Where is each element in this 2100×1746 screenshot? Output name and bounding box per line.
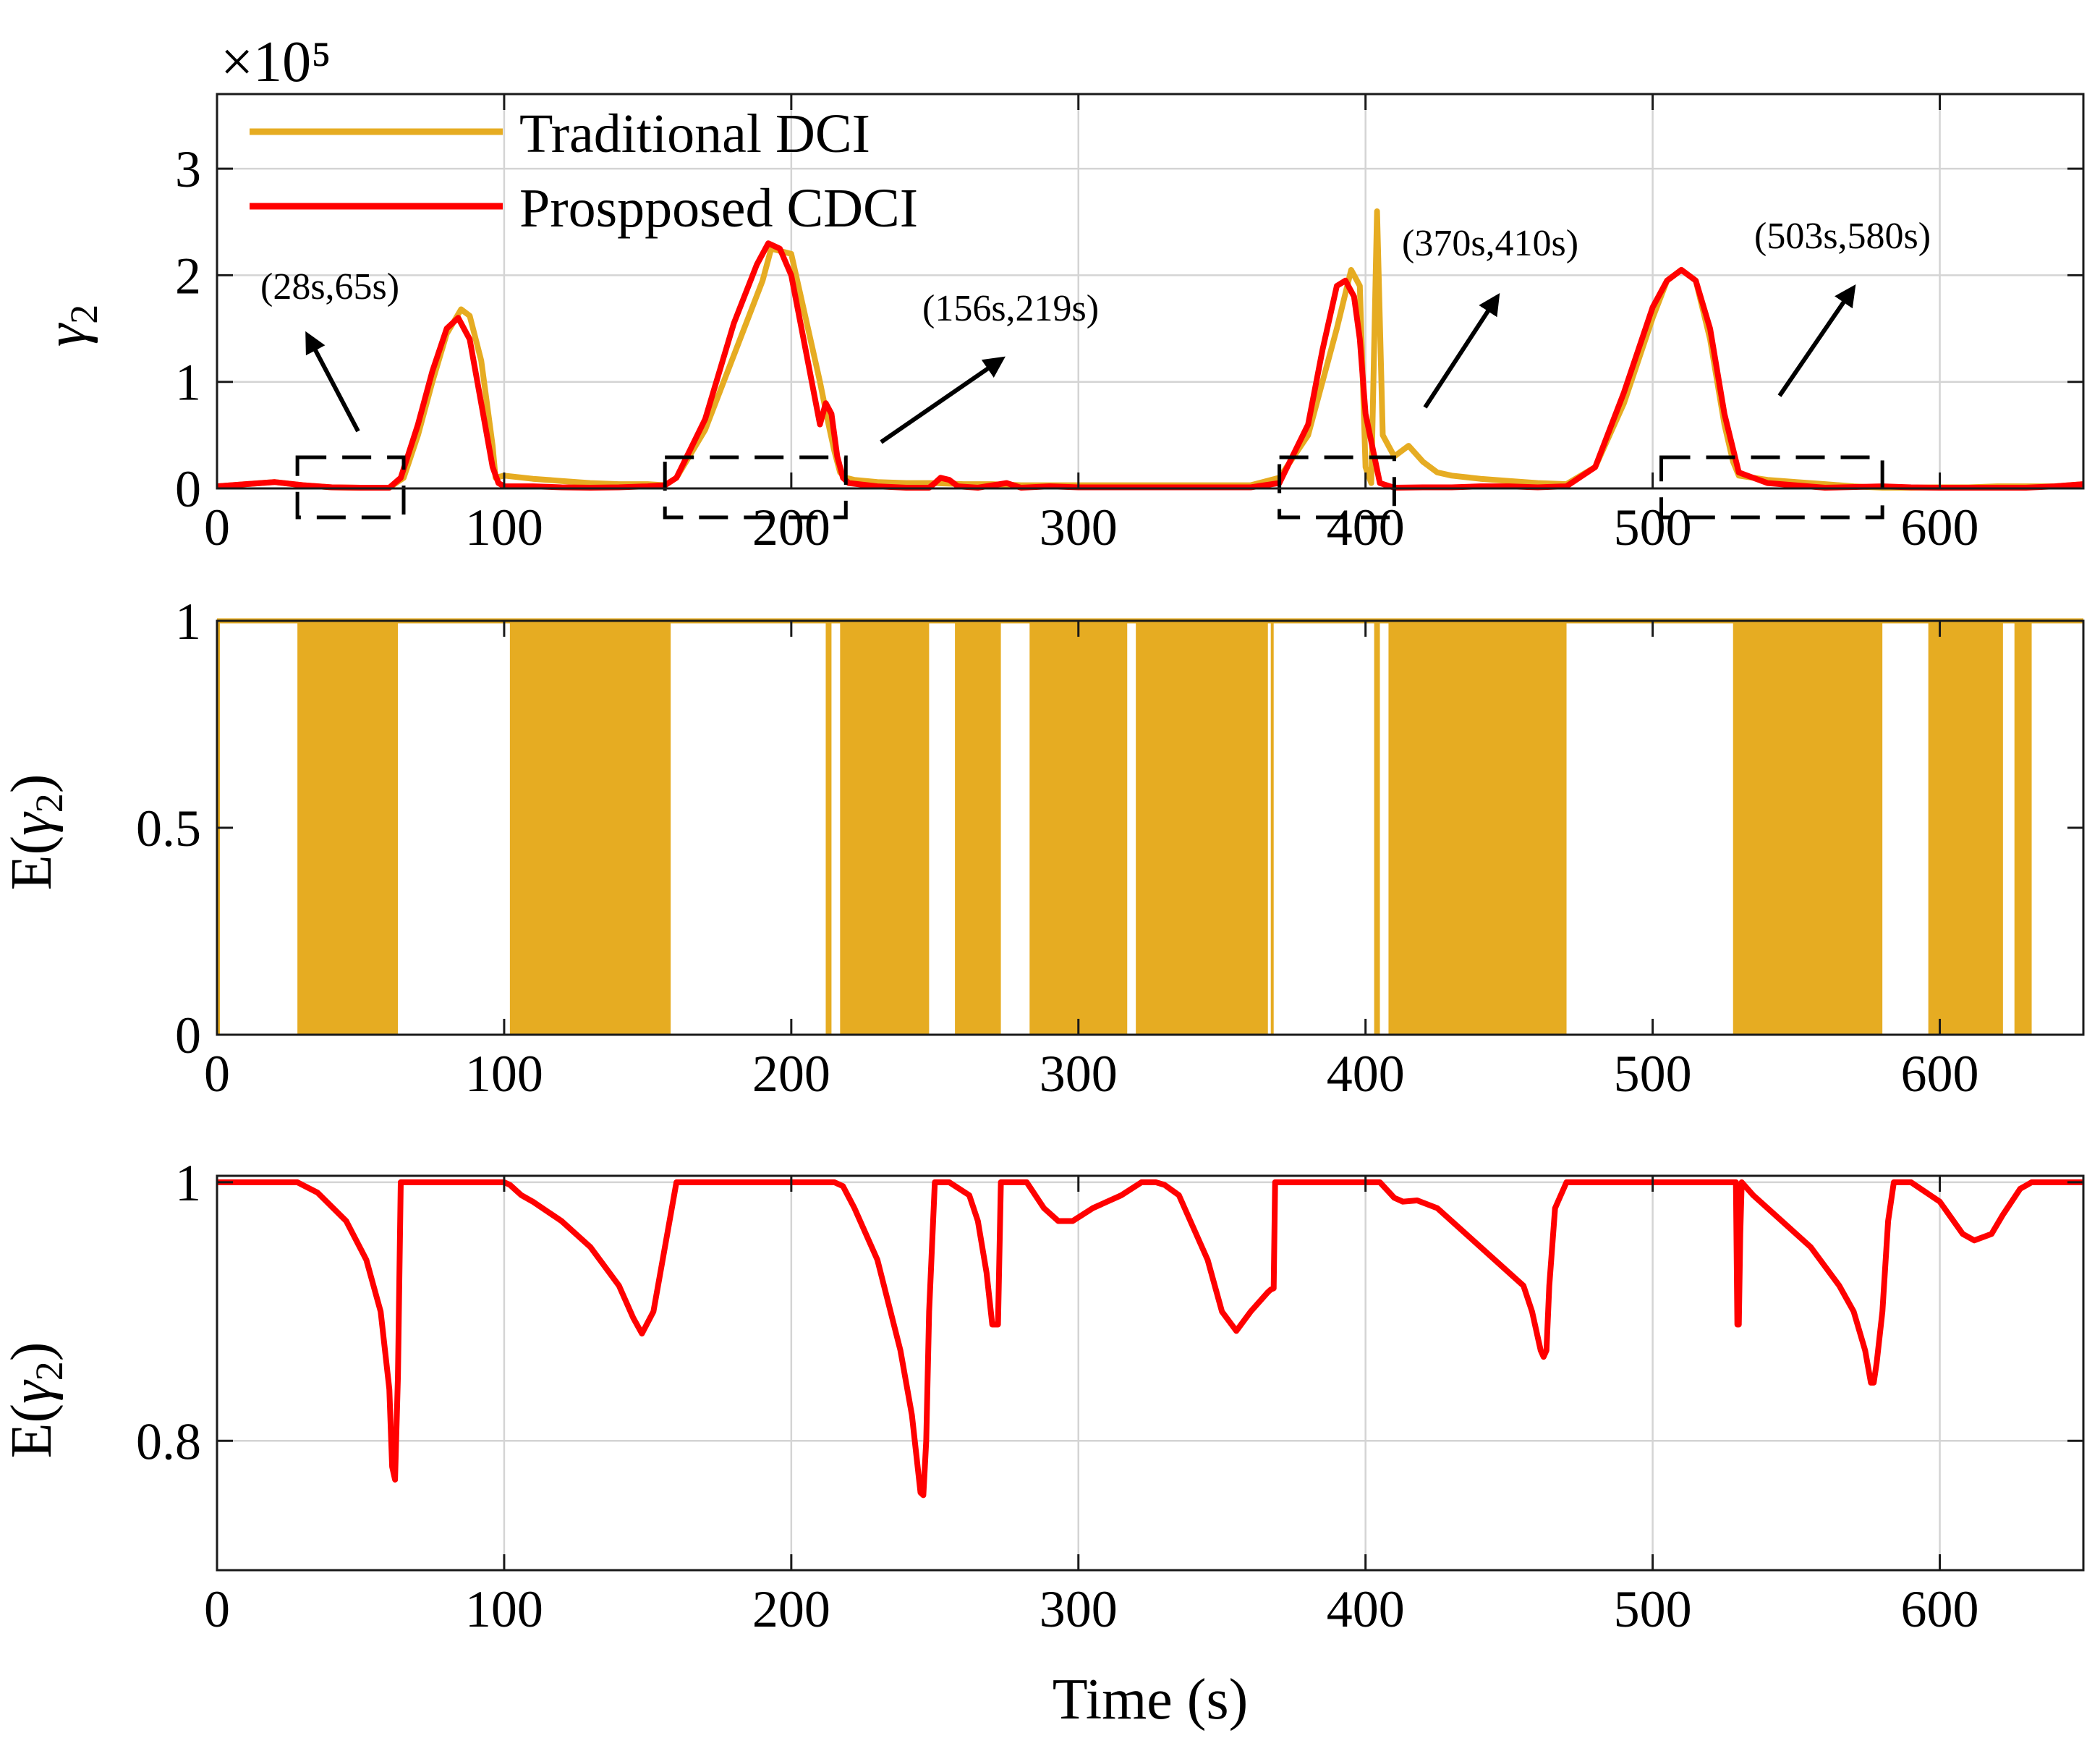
bottom-y-axis-label: E(γ2): [0, 1342, 71, 1459]
y-tick-label: 0: [175, 1007, 201, 1064]
switching-block: [1374, 621, 1380, 1035]
switching-block: [1733, 621, 1883, 1035]
top-tick-marks: [216, 94, 2083, 490]
bottom-axes-frame: [216, 1174, 2085, 1572]
bottom-gridlines: [216, 1176, 2083, 1570]
middle-tick-marks: [216, 619, 2083, 1036]
bottom-x-axis-label: Time (s): [1053, 1668, 1248, 1732]
legend-traditional-label: Traditional DCI: [519, 103, 870, 164]
switching-block: [1029, 621, 1128, 1035]
x-tick-label: 300: [1040, 1580, 1118, 1638]
switching-block: [1928, 621, 2003, 1035]
x-tick-label: 400: [1327, 499, 1405, 556]
annotation-arrow: [880, 356, 1006, 444]
switching-block: [509, 621, 671, 1035]
middle-series-group: [217, 618, 2083, 1035]
x-tick-label: 100: [465, 499, 543, 556]
x-tick-label: 500: [1614, 499, 1692, 556]
switching-block: [1388, 621, 1567, 1035]
bottom-series-group: [217, 1179, 2083, 1499]
annotation-arrow: [305, 331, 360, 433]
panel-bottom: 0 100 200 300 400 500 600 0.81 E(γ2) Time (s): [0, 1154, 2085, 1732]
middle-y-tick-labels: 00.51: [136, 593, 201, 1064]
x-tick-label: 100: [465, 1045, 543, 1103]
top-axes-frame: [216, 93, 2085, 490]
switching-block: [840, 621, 930, 1035]
bottom-x-tick-labels: 0 100 200 300 400 500 600: [204, 1580, 1979, 1638]
y-tick-label: 1: [175, 1154, 201, 1212]
x-tick-label: 400: [1327, 1045, 1405, 1103]
x-tick-label: 0: [204, 1045, 230, 1103]
annotation-label: (28s,65s): [260, 266, 399, 308]
top-series-group: [216, 208, 2084, 491]
top-y-axis-label: γ2: [35, 305, 106, 347]
legend: Traditional DCI Prospposed CDCI: [250, 103, 918, 239]
annotation-arrow: [1423, 292, 1500, 409]
x-tick-label: 0: [204, 1580, 230, 1638]
annotation-arrow: [1777, 284, 1856, 397]
x-tick-label: 100: [465, 1580, 543, 1638]
panel-middle: 0 100 200 300 400 500 600 00.51 E(γ2): [0, 593, 2085, 1103]
switching-block: [2014, 621, 2032, 1035]
series-proposed-cdci: [216, 240, 2084, 491]
annotation-label: (370s,410s): [1402, 223, 1578, 264]
switching-block: [1270, 621, 1274, 1035]
x-tick-label: 600: [1901, 499, 1979, 556]
top-y-tick-labels: 0 1 2 3: [175, 140, 201, 518]
x-tick-label: 200: [752, 499, 830, 556]
y-tick-label: 3: [175, 140, 201, 198]
y-tick-label: 1: [175, 593, 201, 650]
x-tick-label: 500: [1614, 1580, 1692, 1638]
x-tick-label: 0: [204, 499, 230, 556]
switching-block: [1136, 621, 1268, 1035]
bottom-y-tick-labels: 0.81: [136, 1154, 201, 1470]
x-tick-label: 400: [1327, 1580, 1405, 1638]
switching-block: [955, 621, 1001, 1035]
top-x-tick-labels: 0 100 200 300 400 500 600: [204, 499, 1979, 556]
middle-x-tick-labels: 0 100 200 300 400 500 600: [204, 1045, 1979, 1103]
x-tick-label: 500: [1614, 1045, 1692, 1103]
y-tick-label: 0.5: [136, 800, 201, 857]
switching-block: [825, 621, 832, 1035]
y-tick-label: 0.8: [136, 1412, 201, 1470]
switching-block: [297, 621, 399, 1035]
x-tick-label: 300: [1040, 1045, 1118, 1103]
y-tick-label: 0: [175, 460, 201, 518]
middle-y-axis-label: E(γ2): [0, 774, 71, 891]
panel-top: (28s,65s) (156s,219s) (370s,410s) (503s,580…: [35, 30, 2085, 556]
annotation-label: (503s,580s): [1754, 216, 1931, 257]
x-tick-label: 300: [1040, 499, 1118, 556]
x-tick-label: 600: [1901, 1045, 1979, 1103]
legend-proposed-label: Prospposed CDCI: [519, 178, 918, 239]
series-proposed-cdci-bottom: [217, 1179, 2083, 1499]
y-tick-label: 1: [175, 354, 201, 412]
y-tick-label: 2: [175, 247, 201, 305]
x-tick-label: 600: [1901, 1580, 1979, 1638]
x-tick-label: 200: [752, 1045, 830, 1103]
annotation-label: (156s,219s): [922, 288, 1099, 329]
bottom-tick-marks: [216, 1176, 2083, 1570]
top-exponent-label: ×10⁵: [221, 30, 331, 94]
top-annotations: (28s,65s) (156s,219s) (370s,410s) (503s,580…: [260, 216, 1931, 520]
x-tick-label: 200: [752, 1580, 830, 1638]
